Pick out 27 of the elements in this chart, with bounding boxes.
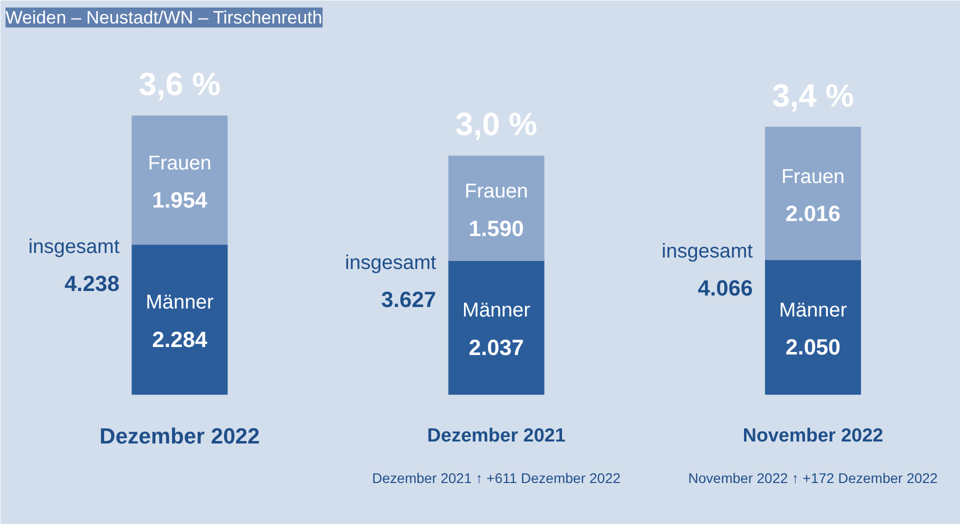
data-label: 1.590	[468, 216, 524, 241]
text: Frauen	[464, 180, 528, 203]
bar	[448, 260, 544, 395]
total-label: insgesamt 3.627	[345, 252, 437, 312]
bar	[132, 244, 228, 395]
text: Männer	[462, 300, 530, 322]
series-label: Männer	[146, 292, 214, 314]
data-label: 1.954	[152, 188, 208, 213]
data-label: 2.284	[152, 326, 208, 352]
bar	[132, 115, 228, 245]
text: Dezember 2021 ↑ +611 Dezember 2022	[372, 470, 621, 486]
x-tick-label: Dezember 2022	[100, 424, 260, 449]
chart-title: Weiden – Neustadt/WN – Tirschenreuth	[6, 8, 322, 28]
total-label: insgesamt 4.066	[662, 240, 754, 300]
x-tick-label: Dezember 2021	[427, 426, 566, 447]
data-label: 2.037	[468, 334, 524, 360]
bar	[448, 156, 544, 262]
bar	[765, 126, 861, 260]
text: Frauen	[148, 152, 212, 174]
text: November 2022 ↑ +172 Dezember 2022	[688, 470, 938, 486]
data-label: 2.016	[785, 200, 841, 226]
total-label: insgesamt 4.238	[28, 236, 120, 296]
text: Männer	[779, 299, 847, 322]
bar	[765, 259, 861, 395]
series-label: Frauen	[781, 166, 845, 188]
x-tick-label: November 2022	[742, 426, 884, 447]
data-label: 2.050	[785, 334, 841, 360]
